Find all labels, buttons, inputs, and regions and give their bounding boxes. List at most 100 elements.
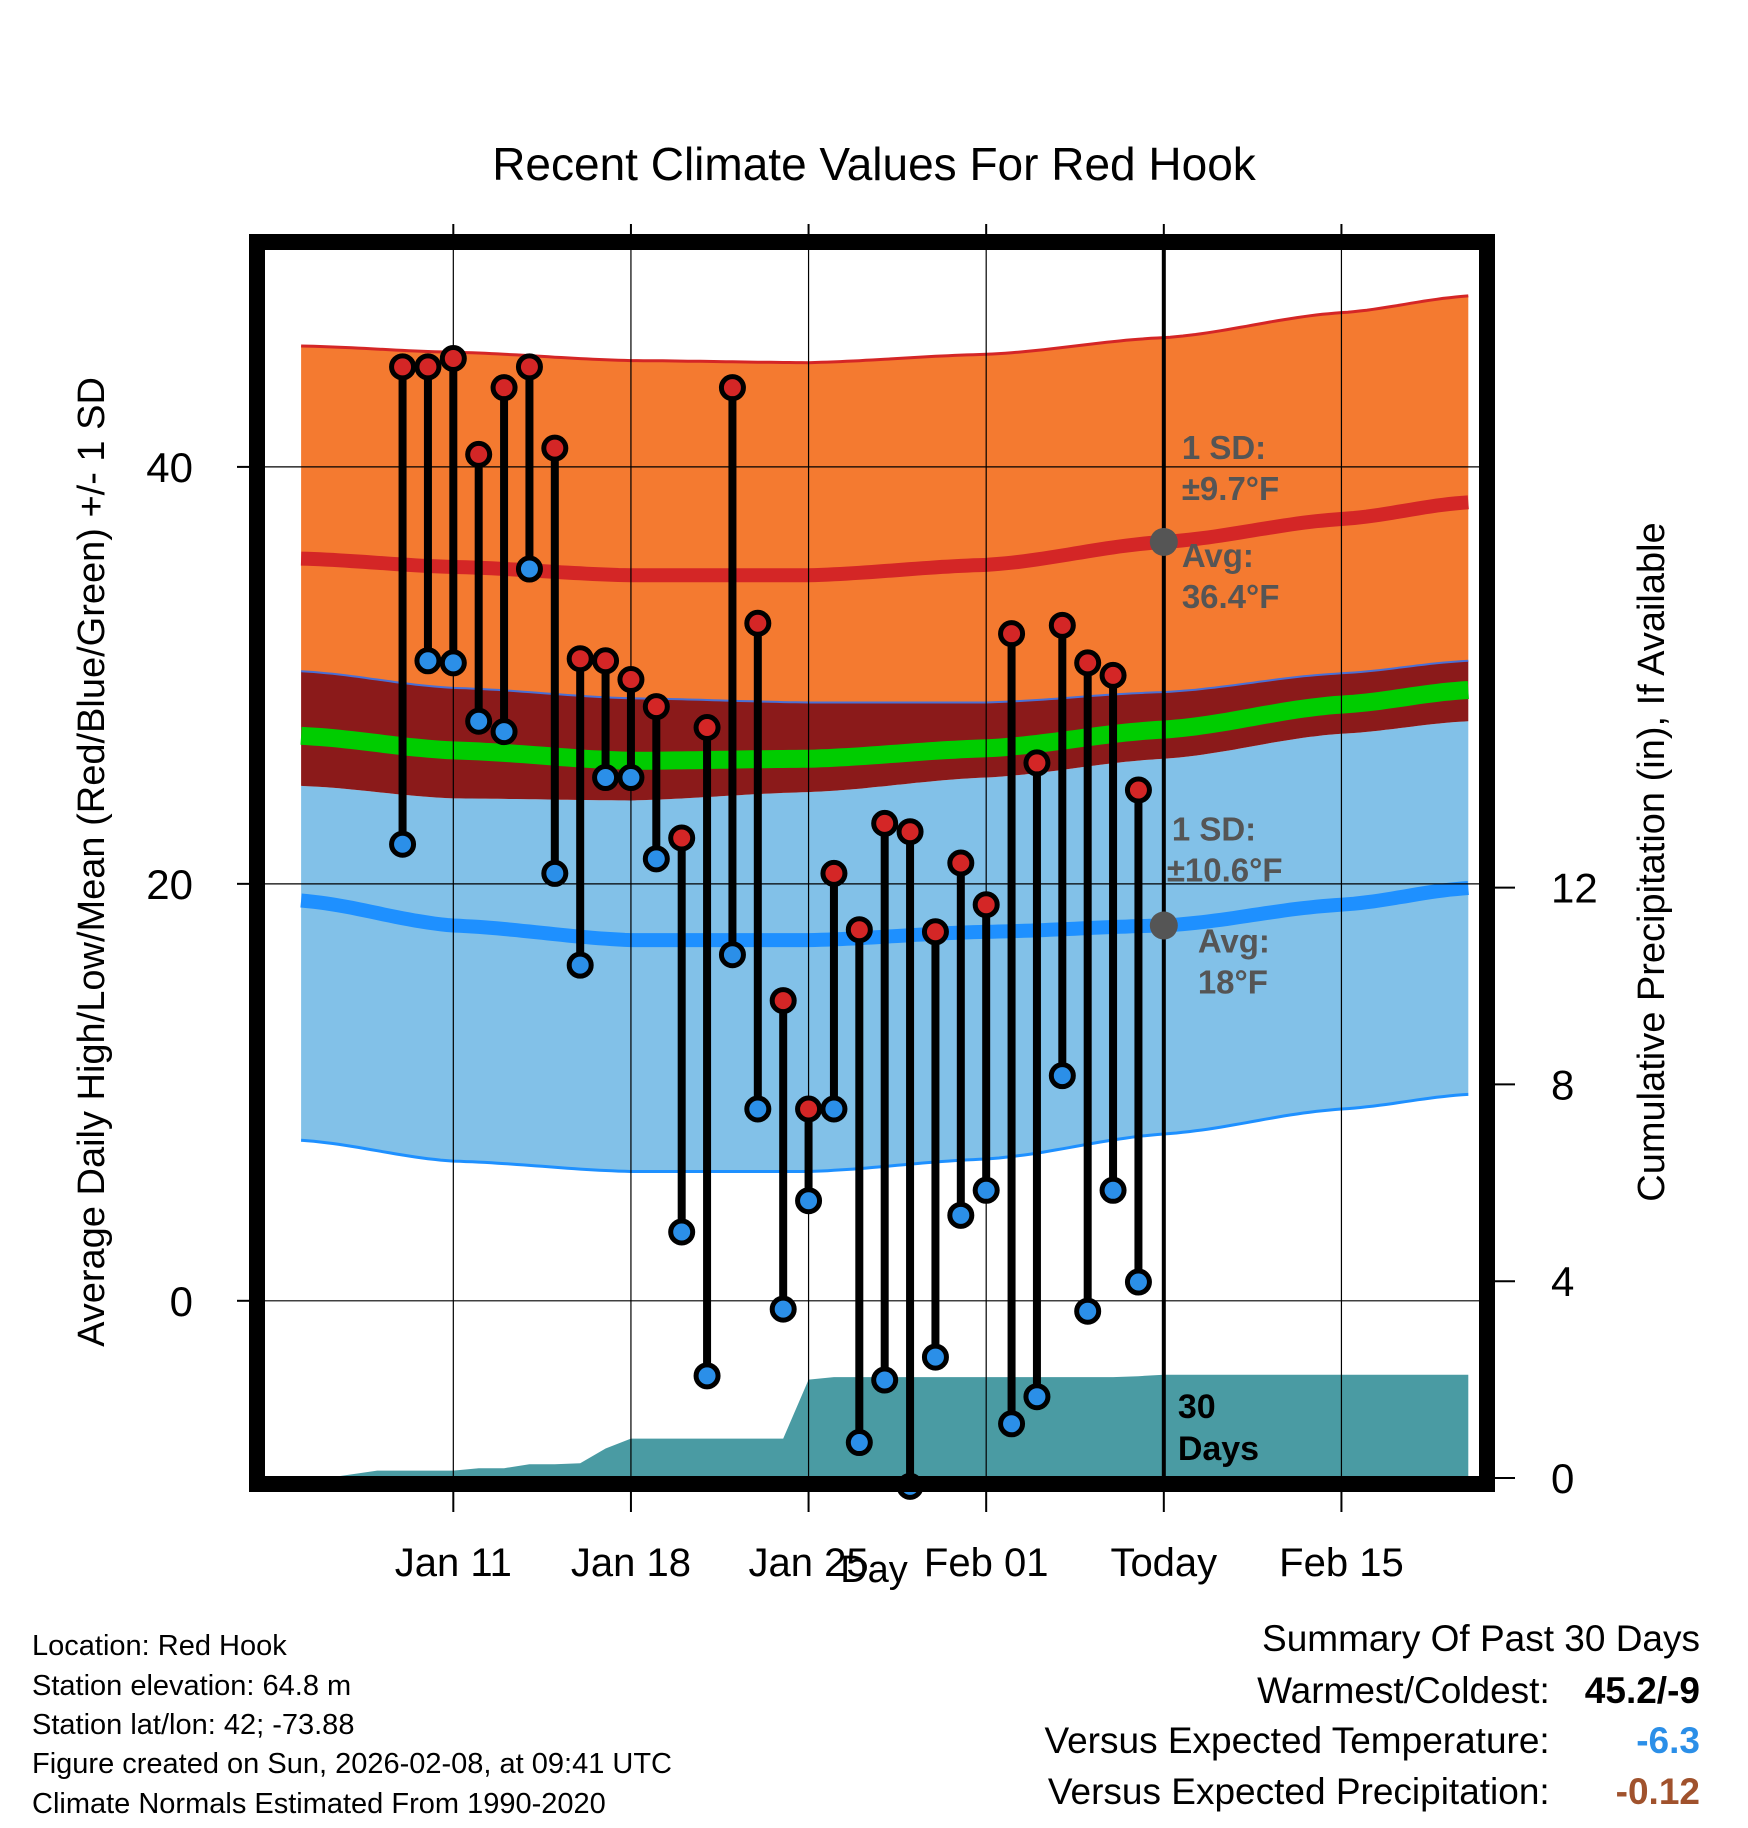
- high-temp-point: [896, 818, 924, 846]
- high-temp-point: [769, 987, 797, 1015]
- low-temp-point: [389, 830, 417, 858]
- high-temp-point: [515, 353, 543, 381]
- high-temp-point: [1048, 611, 1076, 639]
- x-tick-label: Jan 25: [749, 1541, 869, 1585]
- high-temp-point: [998, 620, 1026, 648]
- low-temp-point: [592, 764, 620, 792]
- high-temp-point: [820, 859, 848, 887]
- high-temp-point: [668, 824, 696, 852]
- low-temp-point: [693, 1362, 721, 1390]
- y2-tick-label: 12: [1551, 865, 1598, 912]
- low-temp-point: [871, 1366, 899, 1394]
- low-temp-point: [668, 1218, 696, 1246]
- summary-precip-row: Versus Expected Precipitation: -0.12: [1048, 1771, 1700, 1813]
- summary-precip-value: -0.12: [1615, 1771, 1700, 1812]
- y-tick-label: 40: [146, 444, 193, 491]
- low-temp-point: [845, 1429, 873, 1457]
- high-temp-point: [439, 344, 467, 372]
- low-avg-label: Avg:: [1198, 923, 1270, 960]
- low-sd-label: 1 SD:: [1172, 811, 1256, 848]
- high-temp-point: [795, 1095, 823, 1123]
- high-temp-point: [465, 440, 493, 468]
- y2-axis-label: Cumulative Precipitation (in), If Availa…: [1631, 522, 1673, 1201]
- high-temp-point: [718, 374, 746, 402]
- mean-upper-edge: [301, 659, 1469, 704]
- y-tick-label: 20: [146, 861, 193, 908]
- y-tick-label: 0: [170, 1278, 193, 1325]
- low-temp-point: [1023, 1383, 1051, 1411]
- high-temp-point: [490, 374, 518, 402]
- high-temp-point: [617, 666, 645, 694]
- footer-created: Figure created on Sun, 2026-02-08, at 09…: [32, 1748, 672, 1780]
- y-axis-label: Average Daily High/Low/Mean (Red/Blue/Gr…: [71, 377, 113, 1347]
- low-avg-marker: [1149, 911, 1178, 940]
- high-temp-point: [389, 353, 417, 381]
- x-tick-label: Jan 11: [395, 1541, 512, 1585]
- low-temp-point: [1074, 1297, 1102, 1325]
- high-normal-line: [300, 495, 1469, 583]
- precip-area-fill: [301, 1374, 1469, 1478]
- y2-tick-label: 4: [1551, 1258, 1574, 1305]
- low-temp-point: [820, 1095, 848, 1123]
- days-number: 30: [1178, 1388, 1216, 1426]
- high-upper-edge: [301, 294, 1469, 365]
- high-temp-point: [947, 849, 975, 877]
- high-temp-point: [921, 918, 949, 946]
- low-temp-point: [972, 1176, 1000, 1204]
- low-avg-value: 18°F: [1198, 964, 1268, 1001]
- high-temp-point: [972, 891, 1000, 919]
- chart-title: Recent Climate Values For Red Hook: [492, 138, 1257, 190]
- precipitation-area: [301, 1374, 1469, 1478]
- low-temp-point: [617, 764, 645, 792]
- y2-tick-label: 0: [1551, 1455, 1574, 1502]
- low-temp-point: [541, 859, 569, 887]
- high-temp-point: [1023, 749, 1051, 777]
- summary-temp-value: -6.3: [1636, 1720, 1700, 1761]
- summary-warmest-value: 45.2/-9: [1584, 1670, 1700, 1711]
- low-temp-point: [1124, 1268, 1152, 1296]
- high-temp-point: [693, 713, 721, 741]
- low-sd-value: ±10.6°F: [1167, 852, 1283, 889]
- low-temp-point: [795, 1187, 823, 1215]
- annotations: 1 SD: ±9.7°F Avg: 36.4°F 1 SD: ±10.6°F Avg: 18°…: [1149, 429, 1283, 1468]
- x-axis-label: Day: [840, 1549, 908, 1591]
- summary-warmest-label: Warmest/Coldest:: [1257, 1670, 1550, 1711]
- low-temp-point: [769, 1295, 797, 1323]
- high-temp-point: [845, 916, 873, 944]
- high-temp-point: [566, 645, 594, 673]
- high-temp-point: [541, 434, 569, 462]
- high-temp-point: [592, 647, 620, 675]
- high-temp-point: [1074, 649, 1102, 677]
- low-temp-point: [1099, 1176, 1127, 1204]
- low-temp-point: [998, 1410, 1026, 1438]
- high-temp-point: [1124, 776, 1152, 804]
- low-temp-point: [515, 555, 543, 583]
- summary-warmest-row: Warmest/Coldest: 45.2/-9: [1257, 1670, 1700, 1712]
- footer-location: Location: Red Hook: [32, 1630, 287, 1662]
- daily-observations: [389, 344, 1152, 1500]
- low-temp-point: [921, 1343, 949, 1371]
- footer-latlon: Station lat/lon: 42; -73.88: [32, 1709, 355, 1741]
- high-temp-point: [414, 353, 442, 381]
- climate-chart: Recent Climate Values For Red Hook 1 SD:…: [71, 138, 1673, 1591]
- footer-elevation: Station elevation: 64.8 m: [32, 1670, 352, 1702]
- y2-tick-label: 8: [1551, 1061, 1574, 1108]
- summary-temp-row: Versus Expected Temperature: -6.3: [1044, 1720, 1700, 1762]
- high-avg-value: 36.4°F: [1182, 578, 1280, 615]
- days-word: Days: [1178, 1430, 1259, 1468]
- low-temp-point: [947, 1201, 975, 1229]
- summary-temp-label: Versus Expected Temperature:: [1044, 1720, 1550, 1761]
- mean-normal-line: [300, 681, 1469, 770]
- low-temp-point: [566, 951, 594, 979]
- low-temp-point: [642, 845, 670, 873]
- x-tick-label: Feb 15: [1279, 1541, 1404, 1585]
- high-temp-point: [871, 809, 899, 837]
- low-temp-point: [744, 1095, 772, 1123]
- high-avg-marker: [1149, 527, 1178, 556]
- x-tick-label: Jan 18: [571, 1541, 691, 1585]
- low-temp-point: [439, 649, 467, 677]
- low-temp-point: [414, 647, 442, 675]
- footer-normals: Climate Normals Estimated From 1990-2020: [32, 1788, 606, 1820]
- high-sd-band: [301, 295, 1469, 703]
- low-temp-point: [1048, 1062, 1076, 1090]
